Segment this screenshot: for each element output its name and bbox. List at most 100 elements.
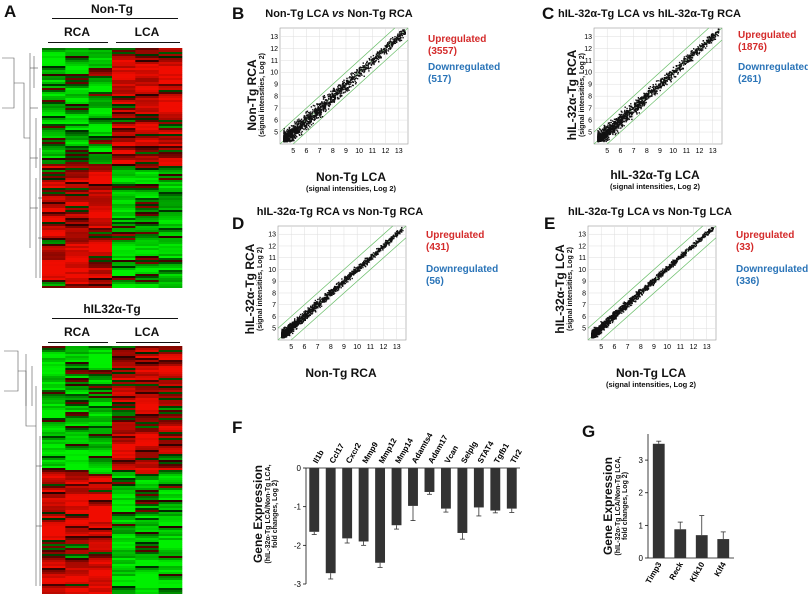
- d-y-tick-7: 7: [272, 302, 276, 309]
- f-bar-adamts4: [408, 468, 418, 506]
- e-x-tick-11: 11: [677, 344, 684, 351]
- g-bar-klk10: [695, 535, 708, 558]
- f-bar-mmp9: [358, 468, 369, 542]
- e-y-tick-12: 12: [578, 243, 586, 250]
- e-x-tick-9: 9: [652, 344, 656, 351]
- panel-c-scatter-plot: 5 5 6 6 7 7 8 8 9 9 10 10 11 11 12 12 13 13: [584, 27, 723, 155]
- heatmap-bottom: [42, 346, 183, 594]
- c-x-tick-9: 9: [658, 148, 662, 155]
- g-category-klk10: Klk10: [688, 560, 707, 583]
- c-y-tick-11: 11: [585, 58, 592, 65]
- heatmap-top-col-rca: RCA: [64, 25, 90, 39]
- panel-e-letter: E: [544, 214, 556, 233]
- d-x-tick-7: 7: [316, 344, 320, 351]
- panel-g-bar-chart: 0 1 2 3 Timp3 Reck Klk10 Klf4: [639, 434, 734, 585]
- g-bar-klf4: [717, 539, 730, 558]
- panel-d-ylabel-sub: (signal intensities, Log 2): [257, 247, 264, 332]
- f-y-tick-0: 0: [297, 464, 302, 473]
- d-x-tick-6: 6: [302, 344, 306, 351]
- e-y-tick-11: 11: [579, 255, 586, 262]
- heatmap-bottom-group-label: hIL32α-Tg: [83, 302, 141, 316]
- panel-c-up-label: Upregulated: [738, 30, 797, 41]
- e-x-tick-10: 10: [663, 344, 671, 351]
- f-bar-il1b: [309, 468, 320, 532]
- panel-d-down-label: Downregulated: [426, 264, 499, 275]
- panel-e-xlabel: Non-Tg LCA: [616, 366, 686, 380]
- f-category-tlr2: Tlr2: [509, 447, 524, 465]
- b-y-tick-10: 10: [270, 70, 278, 77]
- panel-a-letter: A: [4, 2, 17, 21]
- b-x-tick-12: 12: [382, 148, 390, 155]
- f-bar-stat4: [473, 468, 484, 508]
- e-x-tick-12: 12: [690, 344, 698, 351]
- g-y-tick-2: 2: [639, 489, 644, 498]
- panel-d-downregulated: Downregulated (56): [426, 264, 498, 288]
- panel-b-title: Non-Tg LCA vs Non-Tg RCA: [254, 8, 424, 20]
- f-bar-ccl17: [325, 468, 336, 574]
- c-y-tick-9: 9: [588, 82, 592, 89]
- panel-g-ylabel: Gene Expression: [601, 456, 615, 556]
- panel-c-downregulated: Downregulated (261): [738, 62, 808, 86]
- panel-e-up-label: Upregulated: [736, 230, 795, 241]
- e-y-tick-5: 5: [582, 326, 586, 333]
- f-bar-tgfb1: [490, 468, 501, 511]
- f-category-vcan: Vcan: [443, 444, 460, 465]
- panel-d-up-label: Upregulated: [426, 230, 485, 241]
- panel-b-up-count: (3557): [428, 46, 457, 57]
- f-bar-mmp14: [391, 468, 402, 526]
- panel-c-up-count: (1876): [738, 42, 767, 53]
- b-x-tick-5: 5: [291, 148, 295, 155]
- b-x-tick-10: 10: [355, 148, 363, 155]
- f-y-tick--1: -1: [294, 503, 302, 512]
- heatmap-top-col-lca: LCA: [134, 25, 160, 39]
- c-x-tick-8: 8: [645, 148, 649, 155]
- panel-c-ylabel: hIL-32α-Tg RCA: [565, 49, 579, 141]
- e-x-tick-6: 6: [612, 344, 616, 351]
- heatmap-bottom-col-line-left: [48, 342, 108, 343]
- g-category-klf4: Klf4: [713, 560, 729, 578]
- panel-d-title: hIL-32α-Tg RCA vs Non-Tg RCA: [256, 206, 424, 218]
- b-y-tick-9: 9: [274, 82, 278, 89]
- panel-g-ylabel-sub1: (hIL-32α-Tg LCA/Non-Tg LCA,: [615, 456, 622, 556]
- e-y-tick-7: 7: [582, 302, 586, 309]
- panel-d-up-count: (431): [426, 242, 450, 253]
- f-bar-mmp12: [375, 468, 386, 563]
- heatmap-top-dendrogram: [2, 53, 42, 278]
- panel-c-down-label: Downregulated: [738, 62, 808, 73]
- e-x-tick-7: 7: [626, 344, 630, 351]
- f-bar-cxcr2: [342, 468, 353, 539]
- e-y-tick-8: 8: [582, 290, 586, 297]
- b-y-tick-11: 11: [271, 58, 278, 65]
- panel-b-scatter-plot: 5 5 6 6 7 7 8 8 9 9 10 10 11 11 12 12 13 13: [270, 27, 409, 155]
- b-y-tick-5: 5: [274, 130, 278, 137]
- panel-b-title-vs: vs: [332, 8, 345, 20]
- b-y-tick-6: 6: [274, 118, 278, 125]
- panel-e-ylabel: hIL-32α-Tg LCA: [553, 244, 567, 334]
- panel-b-down-label: Downregulated: [428, 62, 501, 73]
- panel-g-letter: G: [582, 422, 596, 441]
- c-x-tick-13: 13: [709, 148, 717, 155]
- heatmap-top-group-label: Non-Tg: [91, 2, 133, 16]
- panel-f-ylabel: Gene Expression: [251, 464, 265, 564]
- d-x-tick-8: 8: [329, 344, 333, 351]
- heatmap-bottom-dendrogram: [4, 350, 42, 586]
- d-y-tick-11: 11: [269, 255, 276, 262]
- b-x-tick-9: 9: [344, 148, 348, 155]
- panel-b-ylabel: Non-Tg RCA: [245, 59, 259, 131]
- f-category-il1b: Il1b: [311, 448, 326, 465]
- d-x-tick-5: 5: [289, 344, 293, 351]
- b-x-tick-11: 11: [369, 148, 376, 155]
- panel-c-letter: C: [542, 4, 555, 23]
- b-x-tick-8: 8: [331, 148, 335, 155]
- panel-f-letter: F: [232, 418, 243, 437]
- d-y-tick-9: 9: [272, 279, 276, 286]
- d-y-tick-12: 12: [268, 243, 276, 250]
- panel-d-ylabel: hIL-32α-Tg RCA: [243, 243, 257, 335]
- panel-b-letter: B: [232, 4, 245, 23]
- heatmap-bottom-col-line-right: [116, 342, 180, 343]
- c-y-tick-12: 12: [584, 46, 592, 53]
- d-y-tick-8: 8: [272, 290, 276, 297]
- d-y-tick-10: 10: [268, 267, 276, 274]
- f-bar-vcan: [440, 468, 451, 509]
- heatmap-top-group-line: [52, 18, 178, 19]
